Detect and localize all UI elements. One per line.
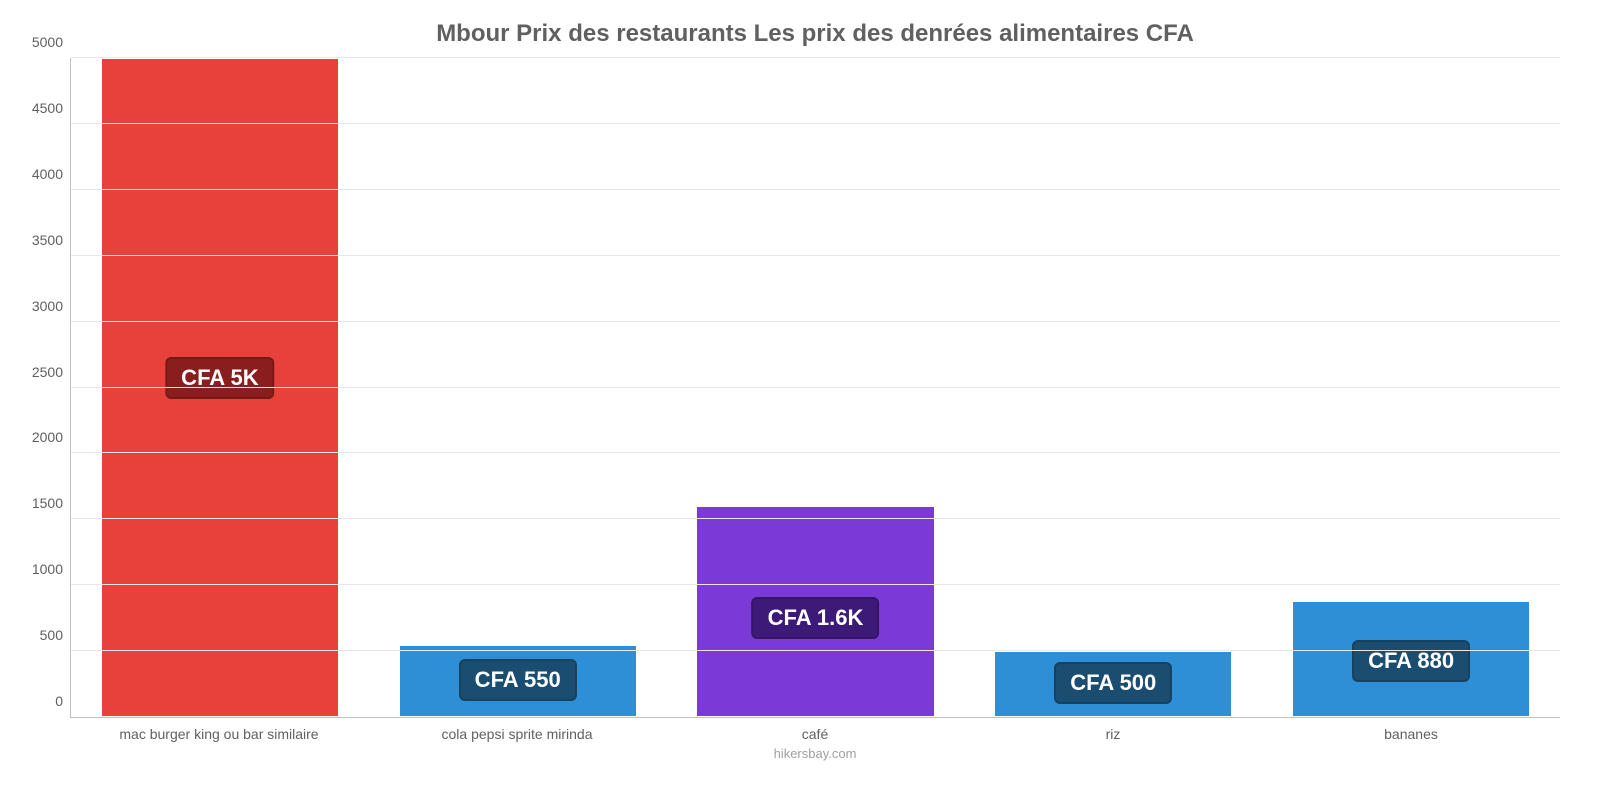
gridline — [71, 452, 1560, 453]
x-tick-label: bananes — [1262, 718, 1560, 742]
y-tick-label: 3500 — [32, 232, 71, 248]
gridline — [71, 255, 1560, 256]
bars-row: CFA 5K CFA 550 CFA 1.6K CFA 500 CFA 880 — [71, 58, 1560, 717]
bar: CFA 550 — [399, 645, 637, 717]
y-tick-label: 1500 — [32, 495, 71, 511]
bar-value-badge: CFA 500 — [1054, 662, 1172, 704]
chart-container: Mbour Prix des restaurants Les prix des … — [0, 0, 1600, 800]
gridline — [71, 321, 1560, 322]
bar-slot: CFA 5K — [71, 58, 369, 717]
bar-slot: CFA 500 — [964, 58, 1262, 717]
y-tick-label: 3000 — [32, 298, 71, 314]
bar-value-badge: CFA 5K — [165, 357, 274, 399]
y-tick-label: 4500 — [32, 100, 71, 116]
gridline — [71, 57, 1560, 58]
bar-slot: CFA 1.6K — [667, 58, 965, 717]
chart-title: Mbour Prix des restaurants Les prix des … — [70, 20, 1560, 48]
x-tick-label: mac burger king ou bar similaire — [70, 718, 368, 742]
bar-value-badge: CFA 1.6K — [752, 597, 880, 639]
y-tick-label: 0 — [55, 693, 71, 709]
y-tick-label: 1000 — [32, 561, 71, 577]
bar: CFA 880 — [1292, 601, 1530, 717]
y-tick-label: 2000 — [32, 429, 71, 445]
plot-area: CFA 5KCFA 550CFA 1.6KCFA 500CFA 880 0500… — [70, 58, 1560, 718]
y-tick-label: 500 — [40, 627, 71, 643]
bar: CFA 5K — [101, 58, 339, 717]
x-tick-label: café — [666, 718, 964, 742]
bar: CFA 500 — [994, 651, 1232, 717]
y-tick-label: 5000 — [32, 34, 71, 50]
bar: CFA 1.6K — [696, 506, 934, 717]
bar-value-badge: CFA 880 — [1352, 640, 1470, 682]
x-tick-label: riz — [964, 718, 1262, 742]
gridline — [71, 650, 1560, 651]
bar-slot: CFA 550 — [369, 58, 667, 717]
footer-credit: hikersbay.com — [70, 746, 1560, 761]
gridline — [71, 518, 1560, 519]
gridline — [71, 584, 1560, 585]
gridline — [71, 189, 1560, 190]
gridline — [71, 387, 1560, 388]
bar-value-badge: CFA 550 — [459, 659, 577, 701]
y-tick-label: 4000 — [32, 166, 71, 182]
gridline — [71, 123, 1560, 124]
bar-slot: CFA 880 — [1262, 58, 1560, 717]
x-axis-labels: mac burger king ou bar similairecola pep… — [70, 718, 1560, 742]
x-tick-label: cola pepsi sprite mirinda — [368, 718, 666, 742]
y-tick-label: 2500 — [32, 364, 71, 380]
